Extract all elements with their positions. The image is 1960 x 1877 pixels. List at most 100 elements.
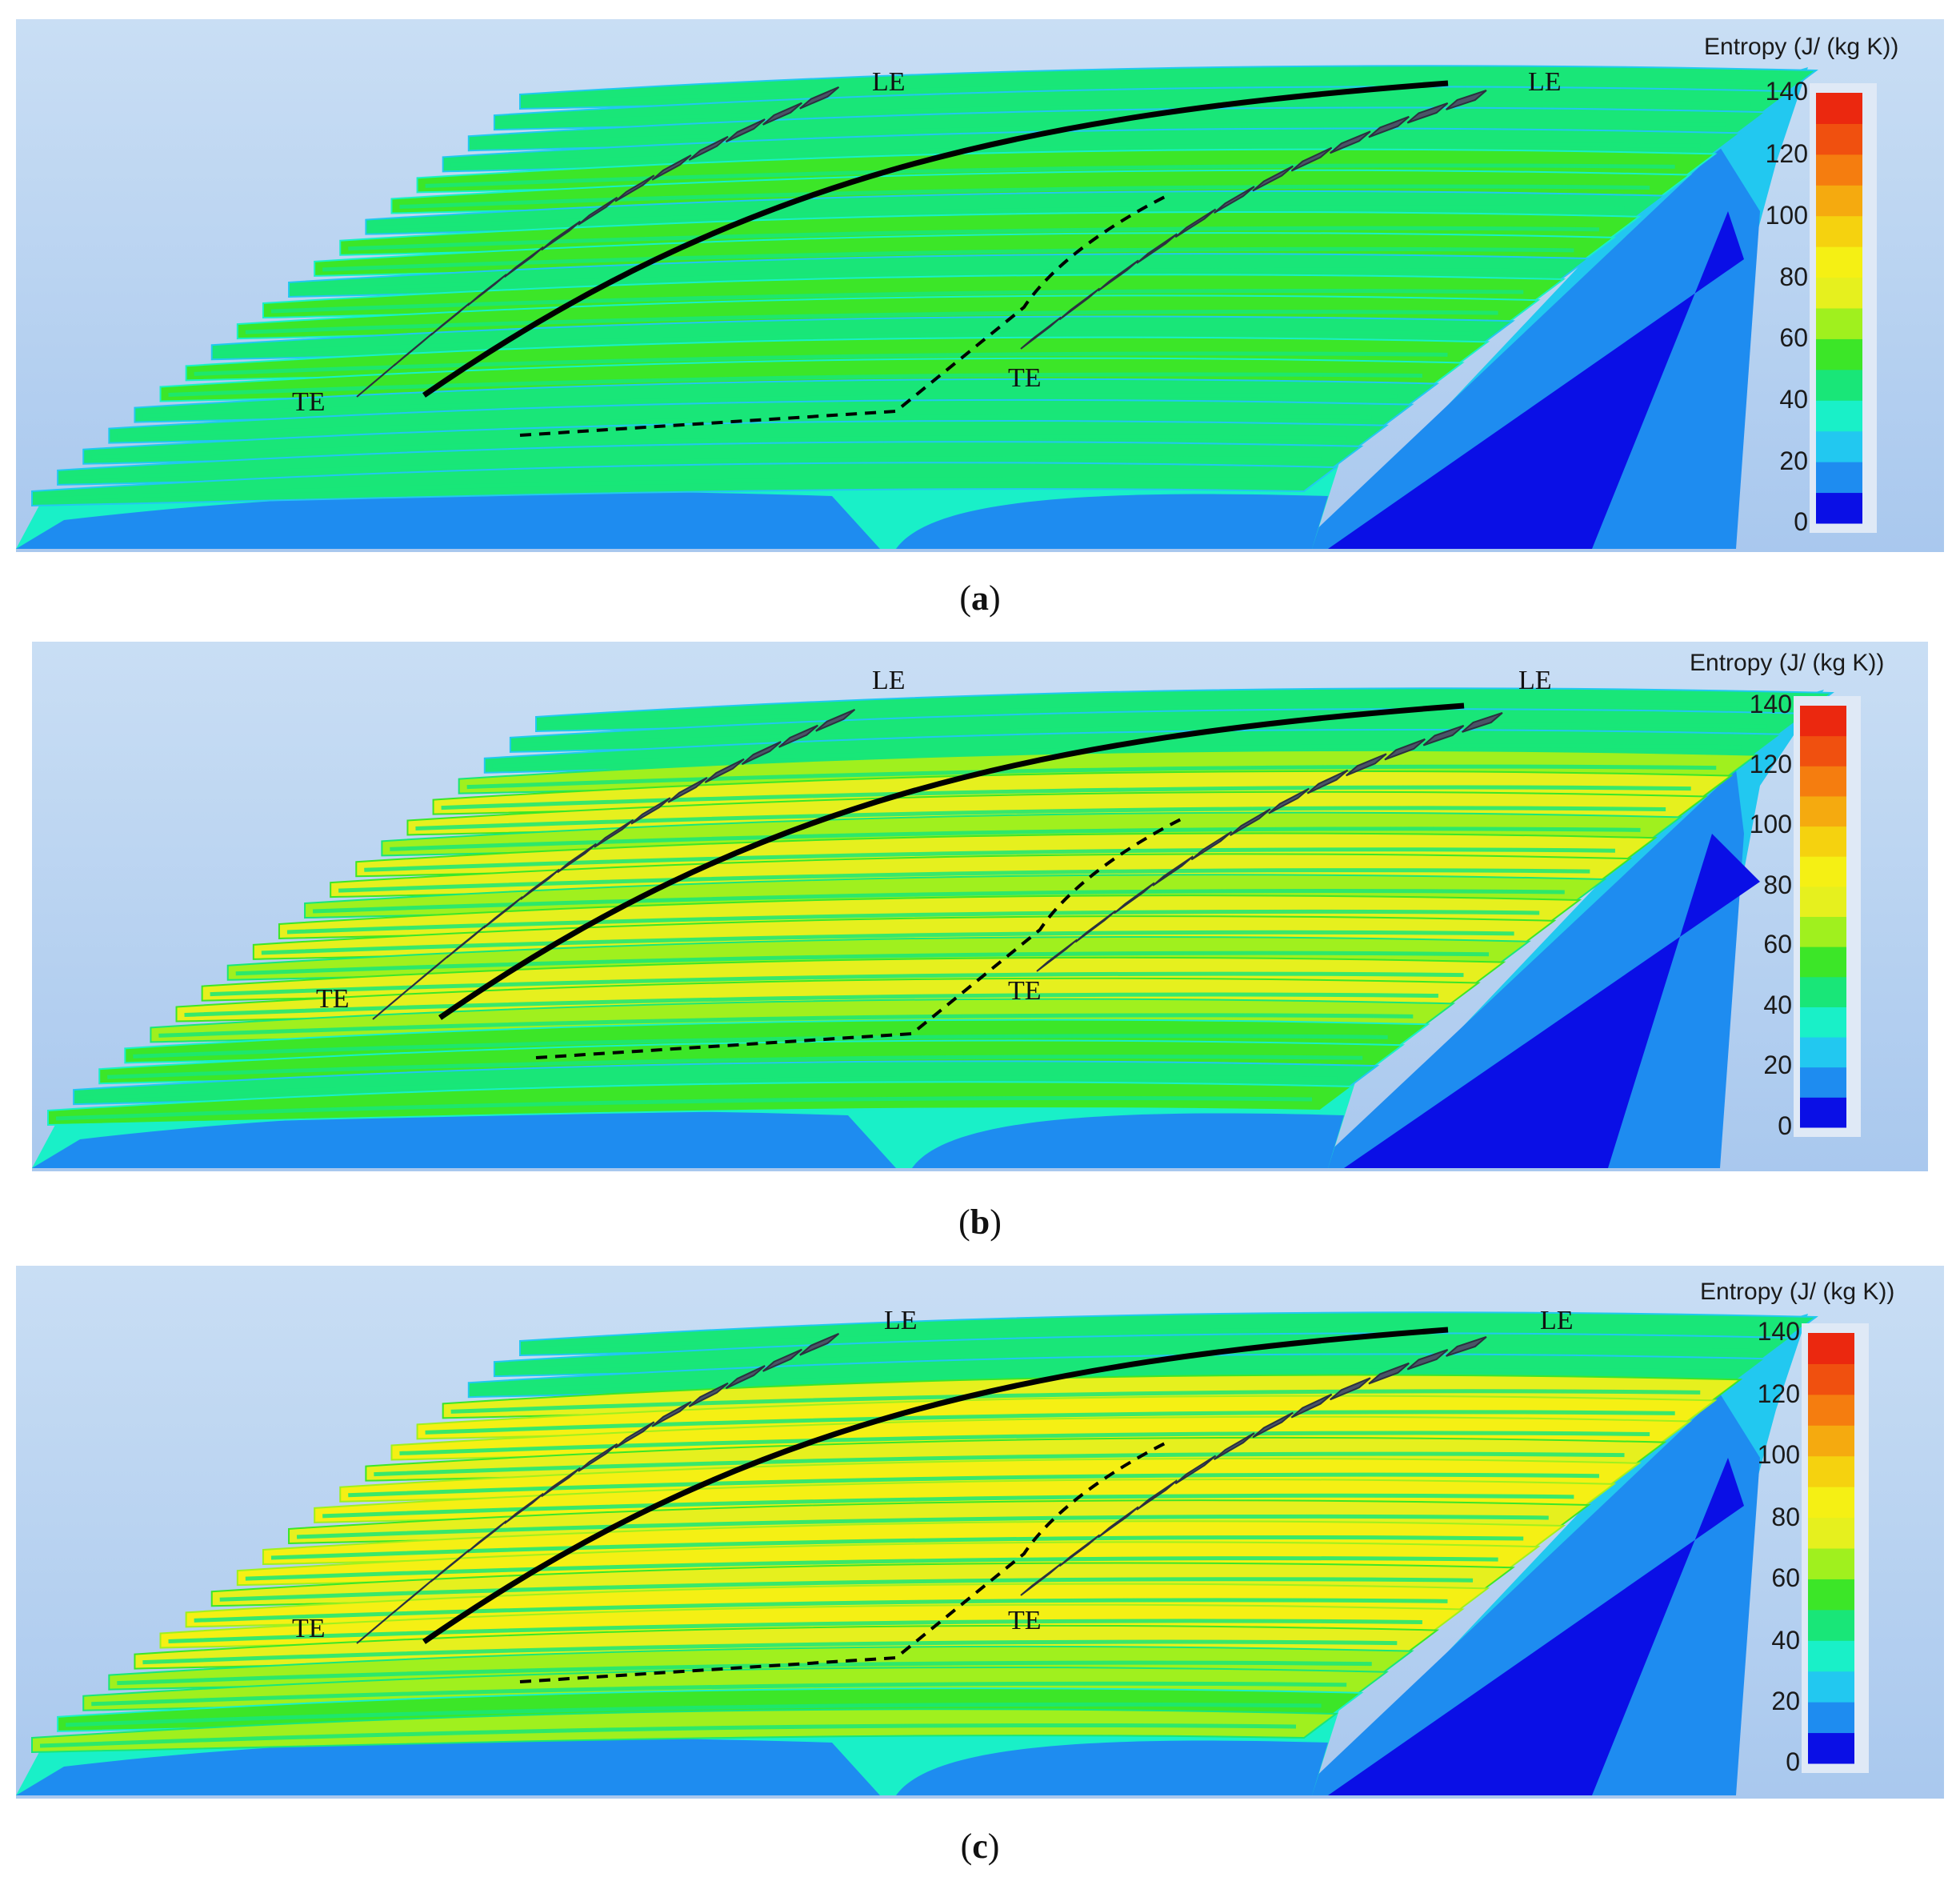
far-field-region	[1296, 67, 1808, 549]
colorbar-level	[1800, 1067, 1846, 1098]
caption-a: (a)	[900, 578, 1060, 618]
span-layers	[47, 687, 1834, 1127]
contour-plot-b	[32, 642, 1928, 1171]
contour-panel-a: Entropy (J/ (kg K)) LE LE TE TE 140 120 10…	[16, 19, 1944, 552]
contour-panel-c: Entropy (J/ (kg K)) LE LE TE TE 140 120 10…	[16, 1266, 1944, 1799]
dashed-stream-line	[519, 1440, 1169, 1683]
blade-left	[356, 1332, 840, 1644]
colorbar-tick-label: 120	[1765, 139, 1808, 168]
solid-stream-line	[422, 1327, 1449, 1644]
colorbar-tick-label: 80	[1763, 870, 1792, 899]
caption-open: (	[959, 578, 971, 618]
colorbar-level	[1800, 947, 1846, 978]
colorbar-level	[1808, 1609, 1854, 1641]
span-layers	[31, 1311, 1818, 1754]
colorbar-tick-label: 120	[1757, 1379, 1800, 1408]
colorbar-level	[1816, 369, 1862, 401]
colorbar-tick-label: 80	[1779, 262, 1808, 291]
caption-close: )	[987, 1827, 1000, 1866]
colorbar-level	[1816, 277, 1862, 309]
colorbar-level	[1800, 1037, 1846, 1068]
colorbar-level	[1808, 1363, 1854, 1395]
colorbar-tick-label: 120	[1749, 750, 1792, 778]
colorbar-level	[1808, 1333, 1854, 1364]
colorbar-level	[1808, 1548, 1854, 1579]
caption-open: (	[960, 1827, 973, 1866]
colorbar-tick-label: 20	[1779, 446, 1808, 475]
blade-right	[1020, 1335, 1487, 1596]
colorbar-level	[1800, 826, 1846, 857]
colorbar-tick-label: 40	[1779, 385, 1808, 414]
colorbar-level	[1808, 1640, 1854, 1672]
caption-open: (	[958, 1203, 970, 1242]
colorbar-tick-label: 0	[1794, 507, 1808, 536]
colorbar-title: Entropy (J/ (kg K))	[1700, 1279, 1895, 1305]
colorbar-level	[1800, 976, 1846, 1007]
leading-edge-label-right: LE	[1528, 67, 1562, 97]
colorbar-tick-label: 0	[1786, 1747, 1800, 1776]
dashed-stream-line	[519, 194, 1169, 437]
colorbar-level	[1808, 1517, 1854, 1549]
colorbar-level	[1816, 308, 1862, 339]
colorbar-level	[1808, 1702, 1854, 1734]
colorbar-tick-label: 20	[1763, 1051, 1792, 1079]
span-layer	[31, 462, 1338, 507]
colorbar-level	[1800, 735, 1846, 766]
colorbar-level	[1800, 706, 1846, 737]
contour-plot-c	[16, 1266, 1944, 1799]
leading-edge-label-left: LE	[884, 1306, 918, 1335]
colorbar-level	[1816, 185, 1862, 217]
colorbar-level	[1800, 1007, 1846, 1038]
colorbar-tick-label: 100	[1749, 810, 1792, 838]
far-field-region	[1312, 690, 1824, 1168]
colorbar-tick-label: 40	[1763, 991, 1792, 1019]
leading-edge-label-left: LE	[872, 67, 906, 97]
caption-close: )	[990, 1203, 1002, 1242]
far-field-region	[1296, 1314, 1808, 1795]
caption-letter: c	[972, 1827, 988, 1866]
colorbar-level	[1816, 462, 1862, 494]
trailing-edge-label-left: TE	[292, 1614, 326, 1643]
colorbar-level	[1808, 1732, 1854, 1764]
colorbar-tick-label: 100	[1765, 201, 1808, 230]
blade-right	[1036, 711, 1503, 972]
trailing-edge-label-right: TE	[1008, 363, 1042, 393]
colorbar-level	[1816, 400, 1862, 432]
colorbar-level	[1816, 215, 1862, 247]
colorbar-level	[1800, 795, 1846, 827]
caption-letter: a	[971, 578, 989, 618]
caption-b: (b)	[900, 1202, 1060, 1243]
solid-stream-line	[422, 80, 1449, 398]
blade-right	[1020, 89, 1487, 350]
caption-letter: b	[970, 1203, 990, 1242]
colorbar-tick-label: 140	[1757, 1317, 1800, 1346]
blade-left	[356, 86, 840, 398]
colorbar	[1794, 696, 1861, 1137]
blade-left	[372, 708, 856, 1020]
colorbar-tick-label: 60	[1763, 930, 1792, 959]
colorbar-title: Entropy (J/ (kg K))	[1690, 650, 1885, 676]
colorbar-level	[1800, 916, 1846, 947]
colorbar-level	[1816, 338, 1862, 370]
colorbar-tick-label: 60	[1779, 323, 1808, 352]
colorbar-tick-label: 20	[1771, 1687, 1800, 1715]
colorbar-level	[1816, 123, 1862, 155]
colorbar-level	[1800, 766, 1846, 797]
colorbar	[1810, 83, 1877, 533]
colorbar-level	[1816, 492, 1862, 524]
colorbar-level	[1816, 246, 1862, 278]
caption-close: )	[989, 578, 1001, 618]
colorbar-tick-label: 60	[1771, 1563, 1800, 1592]
trailing-edge-label-left: TE	[316, 984, 350, 1014]
colorbar-tick-label: 140	[1749, 690, 1792, 718]
colorbar-tick-label: 40	[1771, 1626, 1800, 1655]
contour-plot-a	[16, 19, 1944, 552]
colorbar-level	[1816, 430, 1862, 462]
colorbar	[1802, 1323, 1869, 1773]
colorbar-level	[1800, 1097, 1846, 1128]
colorbar-level	[1808, 1394, 1854, 1426]
trailing-edge-label-left: TE	[292, 387, 326, 417]
colorbar-level	[1816, 154, 1862, 186]
colorbar-level	[1808, 1487, 1854, 1519]
span-layer	[47, 1081, 1354, 1127]
